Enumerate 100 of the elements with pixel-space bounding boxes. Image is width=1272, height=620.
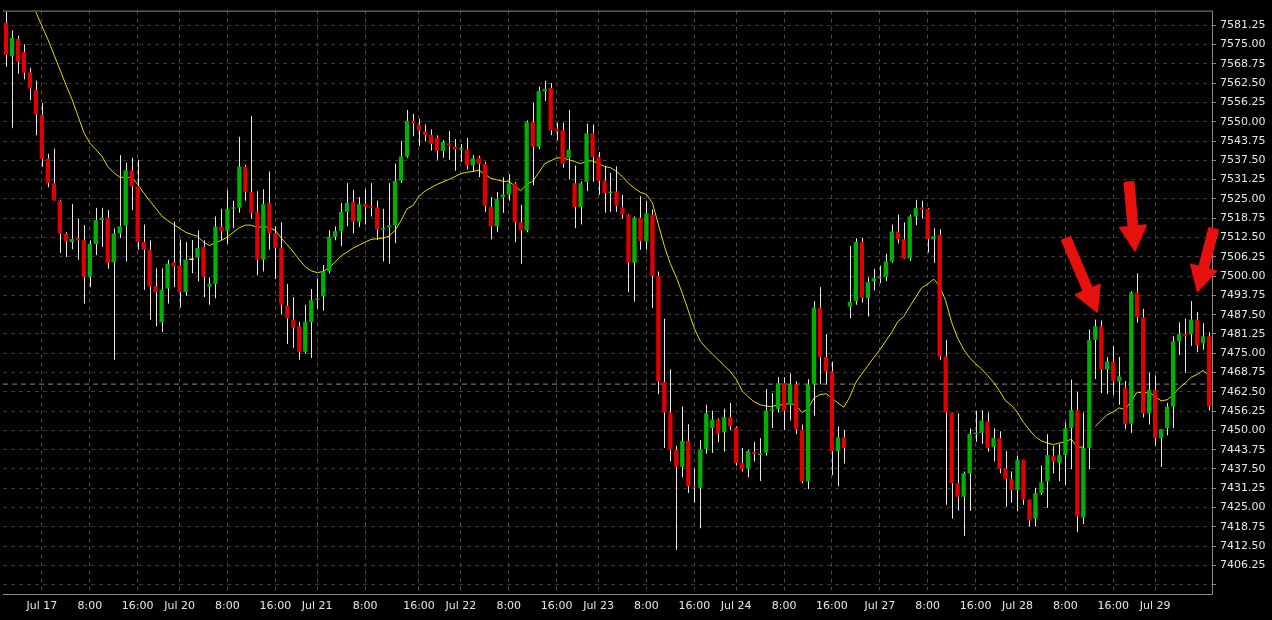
x-tick-label: 16:00 [540,599,573,613]
candlestick [1039,465,1044,496]
y-tick-label: 7568.75 [1220,56,1266,70]
candlestick [129,157,134,211]
y-tick-label: 7581.25 [1220,18,1266,32]
candlestick [368,182,374,217]
candlestick [1117,356,1122,406]
candlestick [117,154,122,239]
candlestick [728,402,733,431]
y-tick-label: 7512.50 [1220,230,1266,244]
candlestick [27,67,33,101]
candlestick [991,427,996,463]
y-tick-label: 7487.50 [1220,307,1266,321]
x-tick-label: 16:00 [816,599,848,613]
y-tick-label: 7562.50 [1220,76,1266,89]
candlestick [506,173,511,202]
y-tick-label: 7556.25 [1220,95,1266,109]
candlestick [1027,499,1032,527]
candlestick [356,196,362,228]
x-tick-label: 8:00 [215,599,240,613]
candlestick [386,182,392,265]
candlestick [309,288,314,359]
x-tick-label: 8:00 [771,599,797,613]
candlestick [871,268,876,291]
candlestick [835,425,841,487]
candlestick [746,449,751,478]
x-tick-label: Jul 28 [1001,599,1033,613]
candlestick [1057,443,1062,482]
candlestick [219,208,224,241]
candlestick [1147,372,1152,426]
candlestick [572,165,577,229]
candlestick [590,124,595,183]
candlestick [171,221,176,288]
y-tick-label: 7481.25 [1220,326,1266,340]
candlestick [488,196,493,240]
y-tick-label: 7450.00 [1220,423,1266,437]
x-tick-label: 16:00 [259,599,292,613]
candlestick [566,109,571,180]
x-tick-label: Jul 24 [719,599,752,613]
candlestick [69,203,74,250]
candlestick [841,429,847,464]
x-tick-label: 8:00 [915,599,941,613]
candlestick [602,165,607,214]
candlestick [596,151,601,196]
x-tick-label: 8:00 [77,599,103,613]
candlestick [9,29,15,129]
candlestick [847,245,853,319]
y-tick-label: 7437.50 [1220,461,1266,475]
candlestick [273,225,278,280]
candlestick [722,408,727,453]
candlestick [1200,322,1206,351]
y-tick-label: 7537.50 [1220,153,1266,167]
candlestick [339,202,344,247]
candlestick [350,189,356,234]
y-tick-label: 7468.75 [1220,365,1266,379]
x-tick-label: Jul 21 [300,599,333,613]
x-tick-label: 8:00 [634,599,659,613]
candlestick [901,221,906,260]
y-tick-label: 7425.00 [1220,500,1266,514]
x-tick-label: Jul 23 [582,599,614,613]
y-tick-label: 7575.00 [1220,37,1266,51]
candlestick [291,296,296,349]
y-tick-label: 7493.75 [1220,288,1266,302]
x-tick-label: Jul 22 [444,599,477,613]
y-tick-label: 7412.50 [1220,539,1266,553]
candlestick [225,189,230,245]
candlestick [464,137,470,171]
x-tick-label: 16:00 [1097,599,1130,613]
candlestick [955,412,960,512]
candlestick [931,227,936,264]
y-tick-label: 7475.00 [1220,346,1266,360]
candlestick [1176,321,1182,356]
y-tick-label: 7506.25 [1220,249,1266,263]
x-tick-label: 8:00 [496,599,522,613]
candlestick [362,188,368,226]
candlestick [207,276,212,306]
candlestick [578,180,583,226]
candlestick [692,468,697,504]
x-tick-label: 16:00 [678,599,711,613]
candlestick [1164,402,1170,436]
y-tick-label: 7550.00 [1220,114,1266,128]
candlestick [153,267,158,327]
candlestick [1158,428,1164,468]
y-tick-label: 7418.75 [1220,519,1266,533]
candlestick [979,409,984,445]
candlestick [374,200,380,241]
y-tick-label: 7462.50 [1220,384,1266,398]
y-tick-label: 7431.25 [1220,481,1266,495]
candlestick [51,148,57,202]
candlestick [141,224,146,291]
candlestick [1069,378,1074,470]
x-tick-label: 16:00 [403,599,435,613]
x-tick-label: Jul 27 [863,599,896,613]
candlestick [769,392,775,429]
candlestick [1051,445,1056,474]
x-tick-label: 8:00 [1053,599,1078,613]
candlestick [638,195,643,251]
candlestick [446,130,452,161]
y-tick-label: 7500.00 [1220,268,1266,282]
x-tick-label: Jul 17 [25,599,58,613]
